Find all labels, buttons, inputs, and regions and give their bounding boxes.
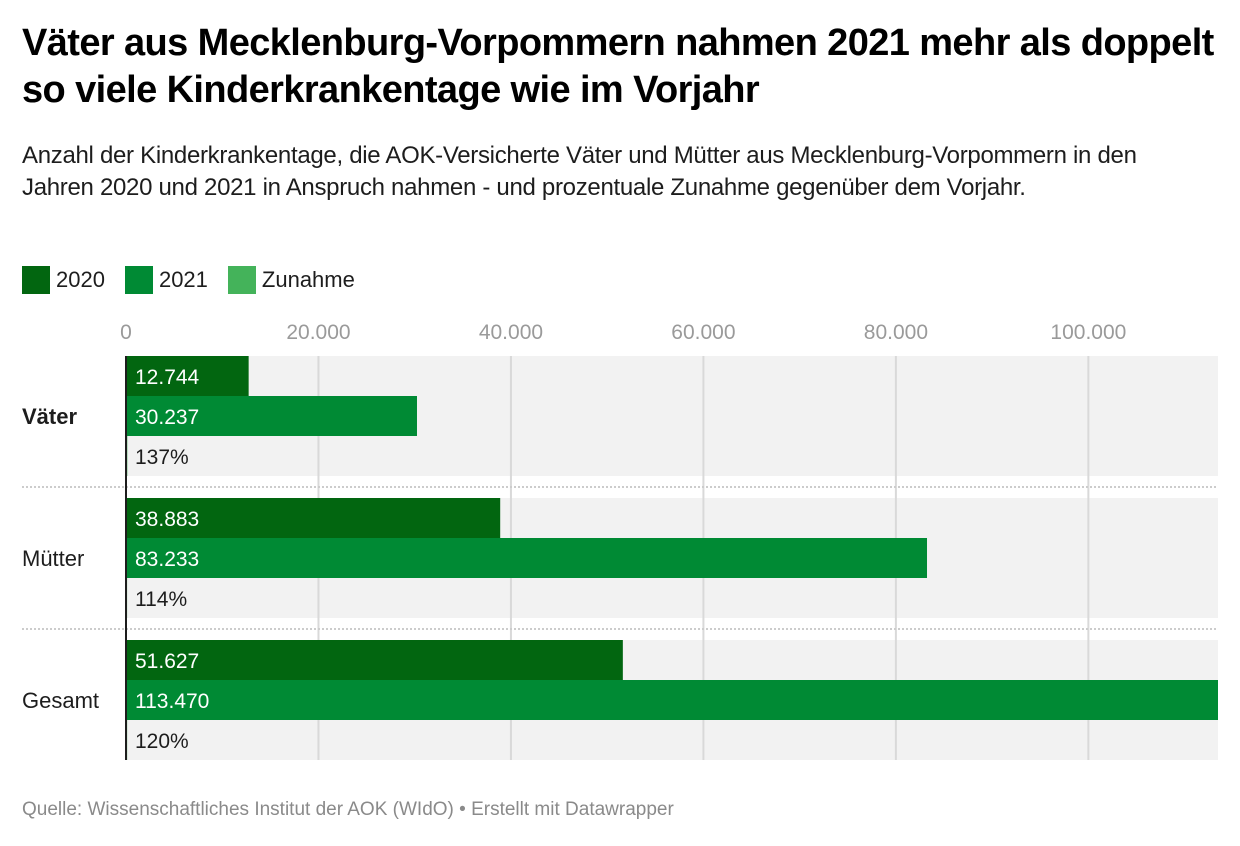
value-label: 30.237: [135, 406, 199, 429]
legend-label-zunahme: Zunahme: [261, 267, 355, 292]
value-label: 51.627: [135, 650, 199, 673]
category-labels: Väter Mütter Gesamt: [22, 404, 99, 713]
legend-swatch-2021: [124, 266, 153, 294]
x-tick-label: 20.000: [286, 321, 350, 344]
group-separators: [22, 486, 1218, 630]
x-tick-label: 40.000: [479, 321, 543, 344]
legend-item-2021: 2021: [124, 266, 208, 294]
bar-2021-0: [126, 396, 417, 436]
legend: 2020 2021 Zunahme: [22, 266, 375, 294]
x-tick-label: 0: [120, 321, 132, 344]
bar-2021-1: [126, 538, 928, 578]
legend-swatch-zunahme: [227, 266, 256, 294]
legend-label-2021: 2021: [158, 267, 208, 292]
value-label: 113.470: [135, 690, 209, 713]
value-label: 38.883: [135, 508, 199, 531]
legend-label-2020: 2020: [56, 267, 105, 292]
value-label: 137%: [135, 446, 189, 469]
bars: [126, 356, 1218, 760]
value-labels: 12.744 30.237 137% 38.883 83.233 114% 51.627 11…: [135, 366, 209, 753]
category-label: Gesamt: [22, 688, 99, 713]
legend-item-zunahme: Zunahme: [227, 266, 355, 294]
x-tick-label: 60.000: [671, 321, 735, 344]
bar-2020-0: [126, 356, 249, 396]
x-axis-tick-labels: 0 20.000 40.000 60.000 80.000 100.000: [120, 321, 1126, 344]
category-label: Mütter: [22, 546, 84, 571]
legend-item-2020: 2020: [22, 266, 105, 294]
chart-title: Väter aus Mecklenburg-Vorpommern nahmen …: [22, 22, 1214, 111]
bar-2020-1: [126, 498, 501, 538]
value-label: 83.233: [135, 548, 199, 571]
bar-2021-2: [126, 680, 1218, 720]
bar-2020-2: [126, 640, 623, 680]
value-label: 120%: [135, 730, 189, 753]
x-tick-label: 80.000: [864, 321, 928, 344]
category-label: Väter: [22, 404, 77, 429]
legend-swatch-2020: [22, 266, 50, 294]
value-label: 114%: [135, 588, 187, 611]
x-tick-label: 100.000: [1050, 321, 1126, 344]
chart-subtitle: Anzahl der Kinderkrankentage, die AOK-Ve…: [22, 142, 1137, 201]
value-label: 12.744: [135, 366, 200, 389]
source-footer: Quelle: Wissenschaftliches Institut der …: [22, 799, 674, 820]
